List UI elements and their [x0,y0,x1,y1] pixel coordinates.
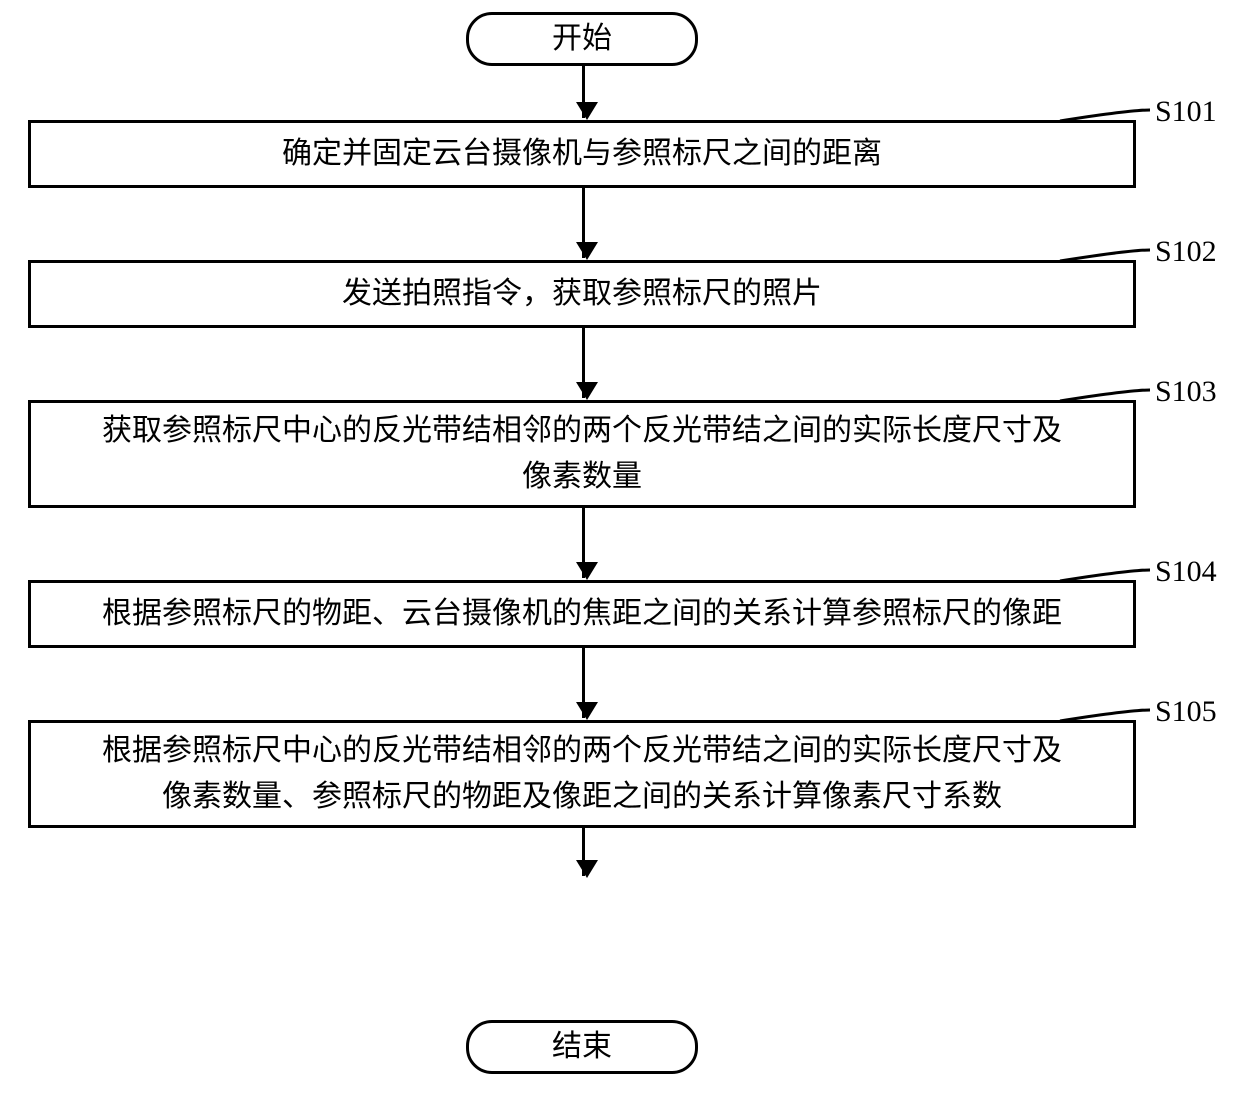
step-label-s102: S102 [1155,235,1217,269]
arrow-4 [582,648,585,718]
step-s105: 根据参照标尺中心的反光带结相邻的两个反光带结之间的实际长度尺寸及像素数量、参照标… [28,720,1136,828]
end-terminal: 结束 [466,1020,698,1074]
step-label-s101: S101 [1155,95,1217,129]
flowchart-canvas: 开始结束 确定并固定云台摄像机与参照标尺之间的距离 S101 发送拍照指令，获取参照标… [0,0,1240,1105]
start-terminal: 开始 [466,12,698,66]
step-label-s105: S105 [1155,695,1217,729]
step-s103: 获取参照标尺中心的反光带结相邻的两个反光带结之间的实际长度尺寸及像素数量 [28,400,1136,508]
arrow-5 [582,828,585,876]
step-s104: 根据参照标尺的物距、云台摄像机的焦距之间的关系计算参照标尺的像距 [28,580,1136,648]
arrow-0 [582,66,585,118]
step-label-s104: S104 [1155,555,1217,589]
arrow-3 [582,508,585,578]
step-s101: 确定并固定云台摄像机与参照标尺之间的距离 [28,120,1136,188]
step-s102: 发送拍照指令，获取参照标尺的照片 [28,260,1136,328]
arrow-1 [582,188,585,258]
arrow-2 [582,328,585,398]
step-label-s103: S103 [1155,375,1217,409]
